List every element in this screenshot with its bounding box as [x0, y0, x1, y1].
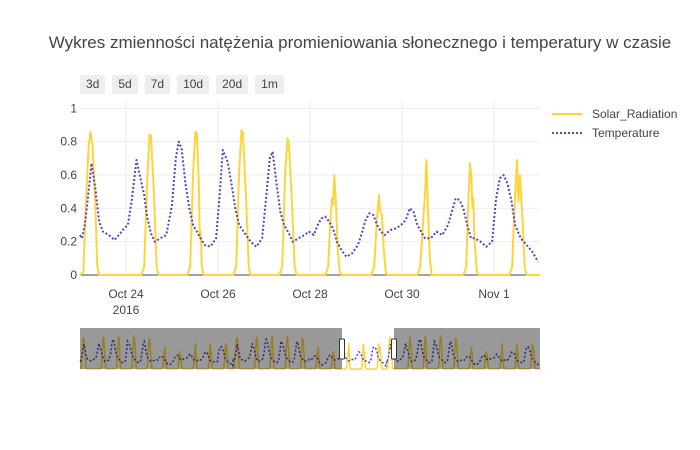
x-tick-sublabel: 2016 [113, 303, 140, 317]
range-button-20d[interactable]: 20d [216, 75, 249, 94]
rangeslider-mask-right [394, 328, 540, 369]
x-tick-label: Oct 26 [200, 287, 236, 301]
range-button-3d[interactable]: 3d [80, 75, 106, 94]
y-tick-label: 0.8 [60, 135, 77, 149]
y-tick-label: 0.4 [60, 201, 77, 215]
x-tick-label: Oct 24 [108, 287, 144, 301]
legend: Solar_Radiation Temperature [552, 104, 677, 142]
rangeslider-series-temperature [79, 337, 540, 368]
x-tick-label: Nov 1 [478, 287, 510, 301]
rangeslider-handle-left[interactable] [339, 338, 345, 360]
x-tick-label: Oct 30 [384, 287, 420, 301]
y-tick-label: 0.2 [60, 235, 77, 249]
rangeslider-bg [80, 328, 540, 369]
x-tick-label: Oct 28 [292, 287, 328, 301]
rangeslider-mask-left [80, 328, 342, 369]
legend-label-solar: Solar_Radiation [592, 106, 678, 121]
range-button-1m[interactable]: 1m [255, 75, 284, 94]
y-tick-label: 0 [70, 268, 77, 282]
range-button-10d[interactable]: 10d [177, 75, 210, 94]
y-tick-label: 0.6 [60, 168, 77, 182]
legend-item-temperature[interactable]: Temperature [552, 123, 677, 142]
legend-item-solar[interactable]: Solar_Radiation [552, 104, 677, 123]
legend-label-temperature: Temperature [592, 125, 660, 140]
range-button-5d[interactable]: 5d [112, 75, 138, 94]
legend-swatch-temperature [552, 131, 582, 134]
legend-swatch-solar [552, 112, 582, 115]
chart-title: Wykres zmienności natężenia promieniowan… [48, 33, 672, 52]
range-selector: 3d 5d 7d 10d 20d 1m [80, 75, 284, 94]
series-line-temperature [79, 140, 539, 263]
rangeslider-handle-right[interactable] [391, 338, 397, 360]
y-tick-label: 1 [70, 101, 77, 115]
range-button-7d[interactable]: 7d [144, 75, 171, 94]
series-line-solar_radiation [79, 129, 540, 276]
